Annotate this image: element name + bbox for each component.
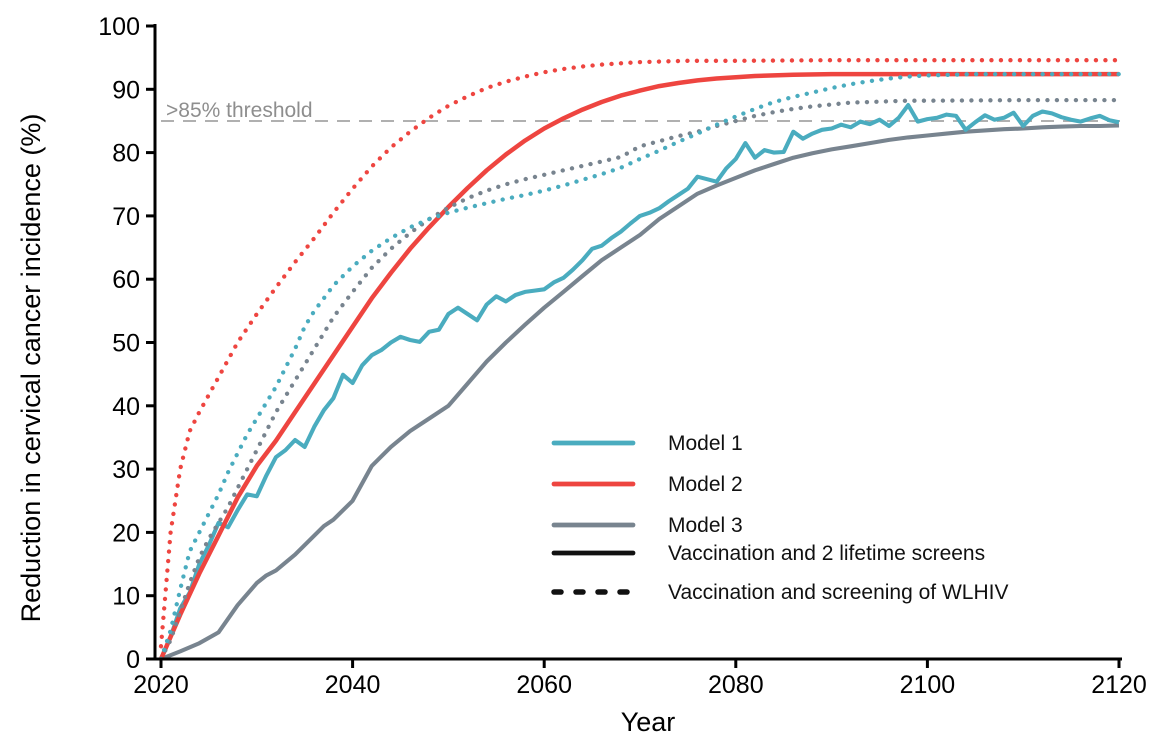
series-line-model1-dotted (158, 71, 1122, 662)
y-tick-label-100: 100 (98, 13, 140, 41)
x-tick-label-2040: 2040 (325, 671, 381, 699)
y-tick-label-10: 10 (112, 583, 140, 611)
x-axis-title: Year (621, 707, 676, 737)
y-tick-label-80: 80 (112, 140, 140, 168)
legend-label-dotted-strategy: Vaccination and screening of WLHIV (668, 581, 1008, 604)
x-tick-label-2120: 2120 (1091, 671, 1147, 699)
y-tick-label-60: 60 (112, 266, 140, 294)
axes-group: 0 10 20 30 40 50 60 70 80 90 100 2020 2040 2060 2080 21… (98, 13, 1147, 699)
series-line-model2-dotted (158, 58, 1122, 649)
x-tick-label-2020: 2020 (133, 671, 189, 699)
legend-label-model-3: Model 3 (668, 514, 743, 537)
y-tick-label-70: 70 (112, 203, 140, 231)
legend-label-solid-strategy: Vaccination and 2 lifetime screens (668, 542, 985, 565)
legend: Model 1 Model 2 Model 3 Vaccination and … (551, 432, 1008, 604)
x-tick-label-2100: 2100 (900, 671, 956, 699)
threshold-label: >85% threshold (166, 99, 313, 122)
x-tick-label-2080: 2080 (708, 671, 764, 699)
legend-label-model-1: Model 1 (668, 432, 743, 455)
y-axis-title: Reduction in cervical cancer incidence (… (16, 114, 46, 623)
x-tick-label-2060: 2060 (516, 671, 572, 699)
y-tick-label-90: 90 (112, 76, 140, 104)
y-tick-label-20: 20 (112, 519, 140, 547)
series-line-model1-solid (159, 103, 1120, 660)
y-tick-label-50: 50 (112, 330, 140, 358)
y-tick-label-0: 0 (126, 646, 140, 674)
series-line-model3-solid (160, 123, 1120, 661)
y-tick-label-40: 40 (112, 393, 140, 421)
series-lines-group (158, 58, 1122, 662)
series-line-model3-dotted (158, 97, 1122, 662)
legend-label-model-2: Model 2 (668, 473, 743, 496)
series-line-model2-solid (158, 71, 1119, 660)
y-tick-label-30: 30 (112, 456, 140, 484)
